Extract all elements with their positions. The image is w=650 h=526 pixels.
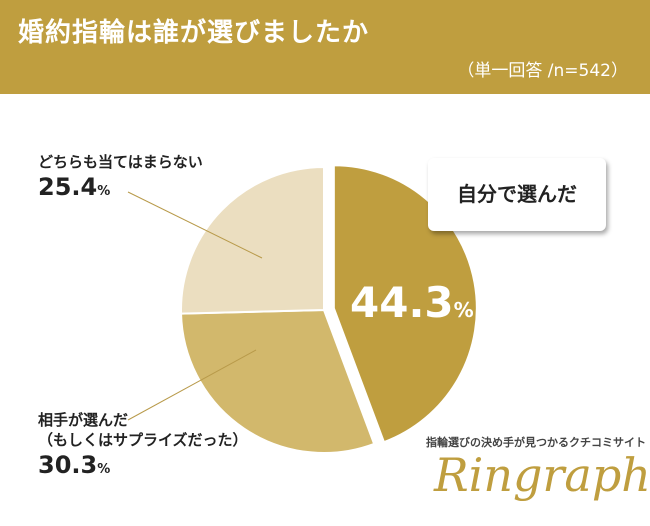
brand-tagline: 指輪選びの決め手が見つかるクチコミサイト [426, 436, 646, 449]
slice-label-partner-line1: 相手が選んだ [38, 411, 129, 429]
slice-label-neither: どちらも当てはまらない [38, 153, 203, 171]
header-bar: 婚約指輪は誰が選びましたか （単一回答 /n=542） [0, 0, 650, 94]
slice-value-partner: 30.3% [38, 451, 111, 479]
pie-slice-partner [180, 308, 376, 454]
pie-slice-self [332, 164, 478, 444]
callout-box: 自分で選んだ [428, 158, 606, 231]
leader-line-partner [127, 349, 257, 421]
slice-value-self: 44.3% [350, 278, 474, 327]
leader-line-neither [127, 191, 263, 259]
pie-slice-neither [180, 165, 325, 315]
slice-label-self: 自分で選んだ [457, 182, 577, 206]
sample-note: （単一回答 /n=542） [457, 61, 628, 81]
slice-value-neither: 25.4% [38, 173, 111, 201]
label-neither: どちらも当てはまらない 25.4% [38, 152, 203, 207]
page-title: 婚約指輪は誰が選びましたか [18, 18, 370, 48]
slice-label-partner-line2: （もしくはサプライズだった） [38, 431, 248, 449]
label-partner: 相手が選んだ （もしくはサプライズだった） 30.3% [38, 410, 248, 485]
brand-logo: Ringraph [434, 448, 650, 502]
